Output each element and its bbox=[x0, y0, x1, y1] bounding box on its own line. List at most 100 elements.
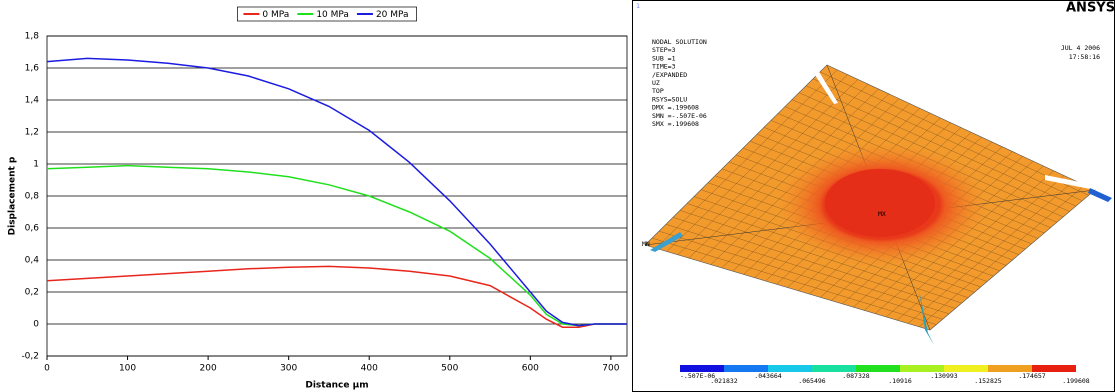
mesh-line bbox=[806, 86, 1076, 206]
colorbar-label: .130993 bbox=[930, 372, 957, 380]
mesh-line bbox=[750, 141, 1025, 249]
info-line: STEP=3 bbox=[652, 46, 676, 54]
mesh-line bbox=[777, 123, 951, 285]
mesh-line bbox=[744, 108, 920, 274]
mesh-line bbox=[886, 171, 1054, 317]
mesh-line bbox=[736, 155, 1013, 260]
info-line: /EXPANDED bbox=[652, 71, 687, 79]
mesh-line bbox=[766, 118, 941, 281]
mesh-line bbox=[919, 185, 1085, 327]
mesh-line bbox=[792, 100, 1063, 217]
mesh-line bbox=[701, 190, 981, 287]
x-tick-label: 100 bbox=[119, 364, 136, 374]
max-zone bbox=[825, 169, 935, 237]
max-marker: MX bbox=[878, 210, 886, 218]
colorbar bbox=[680, 365, 1076, 372]
x-tick-label: 400 bbox=[361, 364, 378, 374]
mesh-line bbox=[764, 127, 1038, 238]
mesh-line bbox=[875, 166, 1043, 314]
x-tick-label: 500 bbox=[441, 364, 458, 374]
y-tick-label: 1,2 bbox=[25, 128, 39, 138]
info-line: TOP bbox=[652, 87, 664, 95]
support bbox=[1088, 188, 1112, 202]
colorbar-label: .152825 bbox=[974, 377, 1001, 385]
mesh-line bbox=[785, 107, 1057, 223]
colorbar-label: .043664 bbox=[754, 372, 781, 380]
mesh-line bbox=[897, 176, 1064, 321]
mesh-line bbox=[864, 161, 1033, 310]
y-tick-label: 1 bbox=[33, 160, 39, 170]
legend: 0 MPa 10 MPa 20 MPa bbox=[237, 7, 416, 21]
info-line: UZ bbox=[652, 79, 660, 87]
mesh-line bbox=[659, 231, 943, 319]
info-line: SMX =.199608 bbox=[652, 120, 699, 128]
y-tick-label: 0 bbox=[33, 320, 39, 330]
legend-label: 20 MPa bbox=[376, 10, 409, 20]
x-tick-label: 300 bbox=[280, 364, 297, 374]
mesh-line bbox=[757, 134, 1032, 244]
legend-label: 10 MPa bbox=[316, 10, 349, 20]
time: 17:58:16 bbox=[1069, 53, 1100, 61]
colorbar-label: .021832 bbox=[710, 377, 737, 385]
colorbar-label: .065496 bbox=[798, 377, 825, 385]
y-tick-label: 0,4 bbox=[25, 256, 40, 266]
mesh-line bbox=[715, 176, 993, 276]
info-line: TIME=3 bbox=[652, 63, 676, 71]
colorbar-label: .174657 bbox=[1018, 372, 1045, 380]
mesh-line bbox=[722, 99, 899, 268]
y-tick-label: 1,4 bbox=[25, 96, 40, 106]
mesh-line bbox=[853, 156, 1023, 307]
y-tick-label: 1,8 bbox=[25, 32, 40, 42]
mesh-line bbox=[694, 197, 974, 293]
hot-zone bbox=[777, 143, 987, 267]
mesh-line bbox=[729, 162, 1006, 265]
series-line bbox=[47, 58, 627, 325]
mesh-line bbox=[743, 148, 1019, 255]
y-axis-label: Displacement p bbox=[8, 156, 18, 235]
mesh-line bbox=[809, 137, 981, 294]
mesh-line bbox=[666, 224, 949, 314]
mesh-line bbox=[831, 147, 1002, 301]
page: {"chart_data": {"type": "line", "x_label… bbox=[0, 0, 1115, 392]
mesh-line bbox=[778, 113, 1051, 227]
mesh-line bbox=[842, 152, 1012, 304]
mesh-line bbox=[673, 217, 955, 308]
mesh-line bbox=[820, 142, 992, 297]
mesh-line bbox=[687, 203, 968, 297]
colorbar-label: .087328 bbox=[842, 372, 869, 380]
mesh-diagonal bbox=[827, 65, 930, 330]
panel-border bbox=[633, 1, 1115, 392]
mesh-line bbox=[755, 113, 930, 278]
y-tick-label: -0,2 bbox=[21, 352, 39, 362]
slit bbox=[1045, 175, 1095, 190]
mesh-line bbox=[708, 183, 987, 282]
y-tick-label: 0,8 bbox=[25, 192, 40, 202]
mesh-line bbox=[700, 89, 879, 261]
mesh-line bbox=[820, 72, 1089, 195]
mesh-line bbox=[689, 84, 868, 258]
y-tick-label: 0,6 bbox=[25, 224, 40, 234]
mesh-line bbox=[908, 180, 1074, 323]
mesh-line bbox=[813, 79, 1082, 201]
mesh-line bbox=[788, 128, 962, 288]
mesh-line bbox=[799, 93, 1070, 212]
legend-label: 0 MPa bbox=[262, 10, 289, 20]
mesh-line bbox=[656, 70, 837, 248]
mesh-line bbox=[771, 120, 1044, 233]
info-line: NODAL SOLUTION bbox=[652, 38, 707, 46]
x-tick-label: 200 bbox=[200, 364, 217, 374]
slit bbox=[813, 70, 838, 104]
info-line: RSYS=SOLU bbox=[652, 95, 687, 103]
colorbar-label: -.507E-06 bbox=[680, 372, 715, 380]
info-line: SMN =-.507E-06 bbox=[652, 112, 707, 120]
support bbox=[919, 290, 934, 345]
mesh-line bbox=[680, 210, 962, 303]
mesh-line bbox=[667, 75, 848, 252]
colorbar-label: .10916 bbox=[888, 377, 912, 385]
y-tick-label: 0,2 bbox=[25, 288, 39, 298]
plate bbox=[645, 65, 1095, 330]
mesh-line bbox=[733, 103, 910, 271]
mesh-line bbox=[678, 79, 858, 254]
info-line: DMX =.199608 bbox=[652, 104, 699, 112]
